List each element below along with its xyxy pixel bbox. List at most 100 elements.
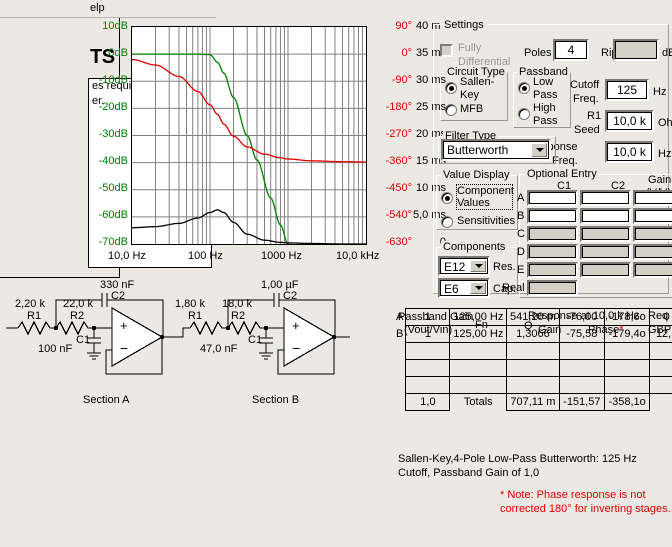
menu-item-help[interactable]: elp — [90, 2, 105, 14]
r1-seed-label-line1: R1 — [587, 110, 602, 122]
r1-seed-input[interactable]: 10,0 k — [605, 110, 654, 132]
poles-input[interactable]: 4 — [553, 39, 589, 61]
y-tick-gain-5: -40dB — [98, 155, 128, 167]
value-display-radio-sensitivities[interactable] — [441, 216, 453, 228]
optional-entry-row-label-b: B — [517, 210, 525, 222]
circuit-type-mfb-label: MFB — [460, 103, 484, 115]
section-b-c2-ref: C2 — [283, 290, 298, 302]
passband-radio-high-pass[interactable] — [518, 108, 530, 120]
section-b-r2-ref: R2 — [231, 310, 246, 322]
table-row — [394, 342, 672, 360]
resistor-series-select[interactable]: E12 — [438, 256, 490, 276]
section-a-c1-value: 100 nF — [38, 343, 73, 355]
svg-text:−: − — [292, 340, 300, 356]
optional-entry-row-label-a: A — [517, 192, 525, 204]
results-cell-fn: Totals — [463, 396, 493, 409]
components-title: Components — [441, 241, 508, 253]
svg-text:+: + — [120, 318, 128, 333]
passband-low-pass-line2: Pass — [533, 89, 558, 101]
chevron-down-icon[interactable] — [470, 260, 486, 272]
results-row-label — [394, 343, 406, 360]
chevron-down-icon[interactable] — [470, 282, 486, 294]
results-cell-phase: -178,6o — [603, 308, 651, 326]
help-menubar — [0, 0, 216, 18]
y-tick-phase-0: 90° — [395, 20, 412, 32]
results-table-wrapper: A 1 125,00 Hz 541,20 m -76,00 -178,6o 0 B 1 125,0… — [394, 308, 672, 411]
circuit-type-radio-mfb[interactable] — [445, 104, 457, 116]
fully-differential-checkbox[interactable] — [440, 44, 453, 57]
optional-entry-col-c2: C2 — [611, 180, 626, 192]
results-cell-q — [506, 342, 560, 360]
section-a-label: Section A — [83, 394, 130, 406]
capacitor-series-select[interactable]: E6 — [438, 278, 490, 298]
fully-differential-label-line1: Fully — [458, 42, 482, 54]
x-tick-1: 100 Hz — [188, 250, 223, 262]
optional-entry-cell-e-gain — [633, 262, 672, 278]
results-cell-passband-gain: 1,0 — [405, 393, 451, 411]
section-a-c2-ref: C2 — [111, 290, 126, 302]
poles-label: Poles — [524, 47, 552, 59]
y-tick-gain-0: 10dB — [102, 20, 128, 32]
section-b-r1-value: 1,80 k — [175, 298, 205, 310]
cutoff-frequency-input[interactable]: 125 — [605, 79, 649, 101]
optional-entry-cell-e-c1 — [527, 262, 578, 278]
optional-entry-cell-a-c2[interactable] — [580, 190, 631, 206]
passband-low-pass-line1: Low — [533, 76, 554, 88]
capacitor-series-label: Cap. — [493, 283, 517, 295]
results-cell-response-gain: -75,58 — [558, 325, 605, 343]
design-summary-line1: Sallen-Key,4-Pole Low-Pass Butterworth: … — [398, 453, 637, 465]
passband-high-pass-line1: High — [533, 102, 556, 114]
section-b-r1-ref: R1 — [188, 310, 203, 322]
table-row — [394, 376, 672, 394]
chevron-down-icon[interactable] — [531, 143, 547, 157]
section-a-r2-ref: R2 — [70, 310, 85, 322]
x-tick-2: 1000 Hz — [261, 250, 302, 262]
response-unit-label: Hz — [658, 148, 672, 160]
section-a-r2-value: 22,0 k — [63, 298, 93, 310]
results-cell-q — [506, 359, 560, 377]
section-a-r1-value: 2,20 k — [15, 298, 45, 310]
phase-note-line2: corrected 180° for inverting stages. — [500, 503, 671, 515]
results-cell-response-gain: -151,57 — [558, 393, 605, 411]
optional-entry-cell-b-gain[interactable] — [633, 208, 672, 224]
value-display-component-line2: Values — [457, 197, 490, 209]
value-display-radio-component-values[interactable] — [441, 192, 453, 204]
y-tick-delay-3: 25 ms — [416, 101, 446, 113]
y-tick-gain-7: -60dB — [98, 209, 128, 221]
y-tick-delay-1: 35 ms — [416, 47, 446, 59]
optional-entry-cell-c-c1 — [527, 226, 578, 242]
results-cell-fn: 125,00 Hz — [449, 308, 508, 326]
value-display-title: Value Display — [441, 169, 512, 181]
y-tick-phase-7: -540° — [385, 209, 412, 221]
r1-seed-label-line2: Seed — [574, 124, 600, 136]
results-cell-fn: 125,00 Hz — [449, 325, 508, 343]
results-cell-req-gbp: 12,5 — [649, 325, 672, 343]
optional-entry-cell-d-c2 — [580, 244, 631, 260]
results-cell-response-gain — [558, 342, 605, 360]
y-tick-phase-8: -630° — [385, 236, 412, 248]
results-row-label — [394, 360, 406, 377]
phase-note-line1: * Note: Phase response is not — [500, 489, 646, 501]
y-tick-gain-1: 0dB — [108, 47, 128, 59]
optional-entry-cell-d-gain — [633, 244, 672, 260]
y-tick-phase-3: -180° — [385, 101, 412, 113]
response-label-line2: Freq. — [552, 155, 578, 167]
y-tick-phase-1: 0° — [401, 47, 412, 59]
response-frequency-input[interactable]: 10,0 k — [605, 141, 654, 163]
y-tick-delay-6: 10 ms — [416, 182, 446, 194]
cutoff-label-line1: Cutoff — [570, 79, 600, 91]
ripple-input[interactable] — [613, 39, 659, 61]
filter-type-select[interactable]: Butterworth — [441, 139, 551, 161]
filter-type-value: Butterworth — [447, 143, 509, 157]
optional-entry-cell-a-gain[interactable] — [633, 190, 672, 206]
value-display-component-line1: Component — [457, 185, 514, 197]
fully-differential-label-line2: Differential — [458, 56, 511, 68]
circuit-type-sallen-key-line2: Key — [460, 89, 479, 101]
optional-entry-cell-a-c1[interactable] — [527, 190, 578, 206]
passband-radio-low-pass[interactable] — [518, 82, 530, 94]
results-row-label: B — [396, 328, 404, 340]
section-a-c1-ref: C1 — [76, 334, 91, 346]
circuit-type-radio-sallen-key[interactable] — [445, 82, 457, 94]
optional-entry-cell-b-c1[interactable] — [527, 208, 578, 224]
optional-entry-cell-b-c2[interactable] — [580, 208, 631, 224]
